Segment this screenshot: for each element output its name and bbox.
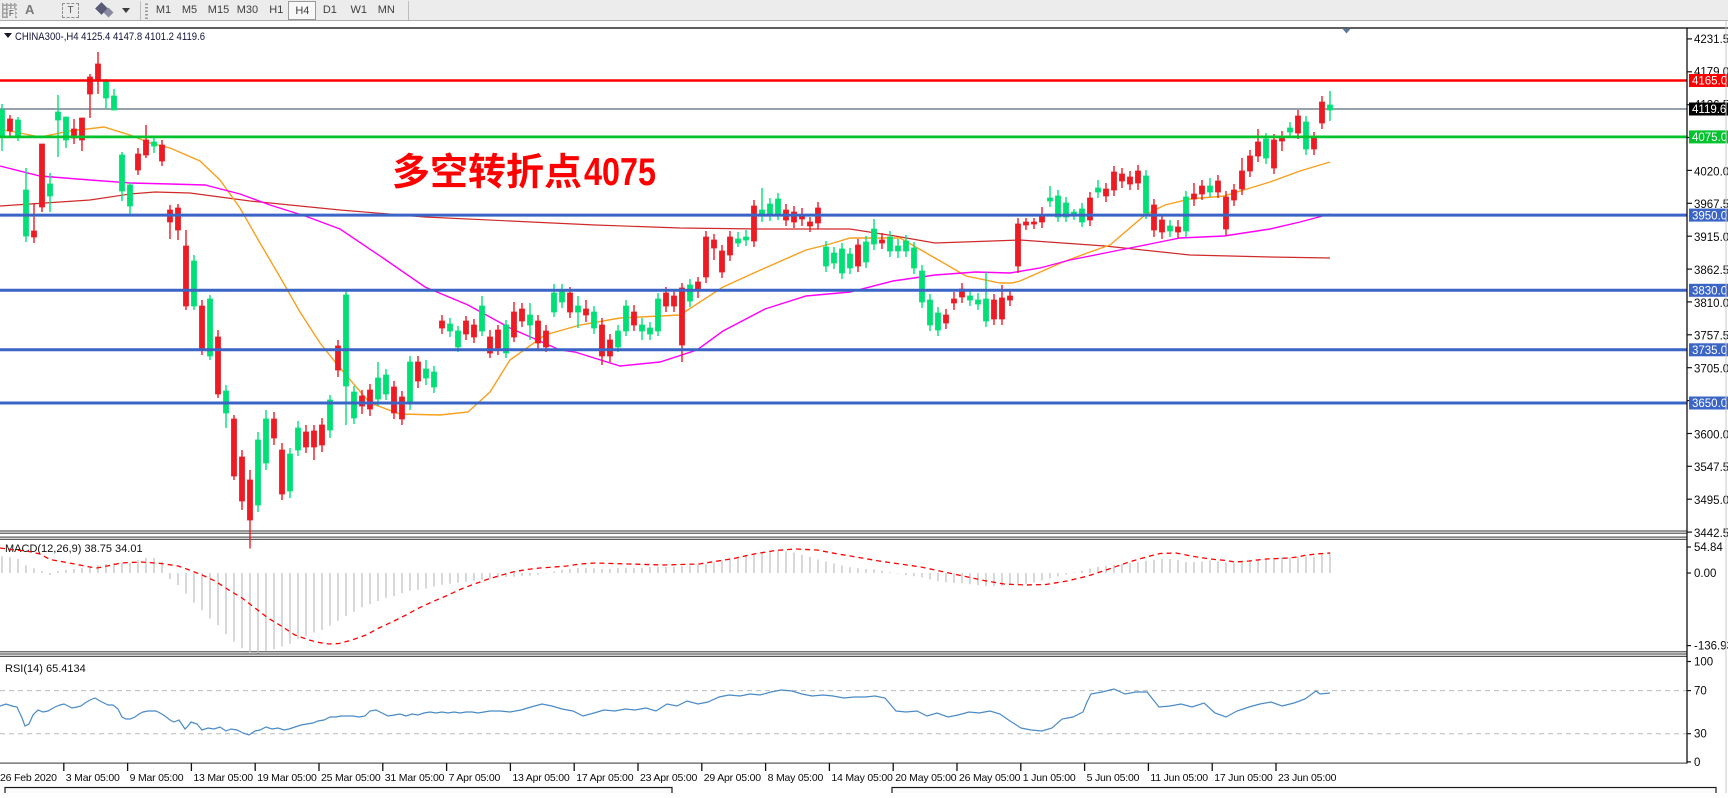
svg-text:26 May 05:00: 26 May 05:00 bbox=[959, 772, 1021, 784]
svg-text:3547.5: 3547.5 bbox=[1694, 462, 1728, 474]
svg-text:29 Apr 05:00: 29 Apr 05:00 bbox=[704, 772, 762, 784]
svg-text:30: 30 bbox=[1694, 729, 1707, 741]
svg-text:4231.5: 4231.5 bbox=[1694, 34, 1728, 46]
svg-text:8 May 05:00: 8 May 05:00 bbox=[768, 772, 824, 784]
svg-text:0.00: 0.00 bbox=[1694, 568, 1716, 580]
svg-text:3915.0: 3915.0 bbox=[1694, 232, 1728, 244]
svg-text:17 Jun 05:00: 17 Jun 05:00 bbox=[1214, 772, 1273, 784]
svg-text:3705.0: 3705.0 bbox=[1694, 364, 1728, 376]
svg-text:4075: 4075 bbox=[584, 151, 656, 194]
svg-text:4020.0: 4020.0 bbox=[1694, 166, 1728, 178]
svg-text:CHINA300-,H4 4125.4 4147.8 41: CHINA300-,H4 4125.4 4147.8 4101.2 4119.6 bbox=[15, 31, 205, 43]
svg-text:RSI(14) 65.4134: RSI(14) 65.4134 bbox=[5, 663, 86, 675]
svg-text:7 Apr 05:00: 7 Apr 05:00 bbox=[449, 772, 501, 784]
svg-text:3950.0: 3950.0 bbox=[1692, 210, 1727, 222]
svg-text:MACD(12,26,9) 38.75 34.01: MACD(12,26,9) 38.75 34.01 bbox=[5, 543, 143, 555]
svg-text:17 Apr 05:00: 17 Apr 05:00 bbox=[576, 772, 634, 784]
svg-text:9 Mar 05:00: 9 Mar 05:00 bbox=[130, 772, 184, 784]
svg-text:14 May 05:00: 14 May 05:00 bbox=[831, 772, 893, 784]
svg-text:23 Apr 05:00: 23 Apr 05:00 bbox=[640, 772, 698, 784]
svg-text:13 Mar 05:00: 13 Mar 05:00 bbox=[193, 772, 253, 784]
svg-text:11 Jun 05:00: 11 Jun 05:00 bbox=[1150, 772, 1208, 784]
svg-text:3 Mar 05:00: 3 Mar 05:00 bbox=[66, 772, 120, 784]
svg-text:19 Mar 05:00: 19 Mar 05:00 bbox=[257, 772, 317, 784]
svg-text:31 Mar 05:00: 31 Mar 05:00 bbox=[385, 772, 445, 784]
svg-text:4075.0: 4075.0 bbox=[1692, 132, 1727, 144]
svg-text:4119.6: 4119.6 bbox=[1692, 104, 1726, 116]
svg-text:-136.93: -136.93 bbox=[1694, 641, 1728, 653]
svg-text:3830.0: 3830.0 bbox=[1692, 286, 1727, 298]
svg-text:3735.0: 3735.0 bbox=[1692, 345, 1727, 357]
svg-text:3757.5: 3757.5 bbox=[1694, 331, 1728, 343]
svg-text:3862.5: 3862.5 bbox=[1694, 265, 1728, 277]
svg-text:1 Jun 05:00: 1 Jun 05:00 bbox=[1023, 772, 1076, 784]
svg-text:54.84: 54.84 bbox=[1694, 542, 1723, 554]
svg-text:20 May 05:00: 20 May 05:00 bbox=[895, 772, 957, 784]
svg-text:13 Apr 05:00: 13 Apr 05:00 bbox=[512, 772, 570, 784]
svg-text:26 Feb 2020: 26 Feb 2020 bbox=[0, 772, 57, 784]
svg-text:25 Mar 05:00: 25 Mar 05:00 bbox=[321, 772, 381, 784]
svg-text:100: 100 bbox=[1694, 657, 1713, 669]
svg-text:0: 0 bbox=[1694, 757, 1700, 769]
svg-text:5 Jun 05:00: 5 Jun 05:00 bbox=[1087, 772, 1140, 784]
svg-text:3810.0: 3810.0 bbox=[1694, 298, 1728, 310]
svg-text:3650.0: 3650.0 bbox=[1692, 398, 1727, 410]
svg-text:4165.0: 4165.0 bbox=[1692, 76, 1727, 88]
svg-text:23 Jun 05:00: 23 Jun 05:00 bbox=[1278, 772, 1337, 784]
svg-text:3495.0: 3495.0 bbox=[1694, 495, 1728, 507]
svg-text:3442.5: 3442.5 bbox=[1694, 528, 1728, 540]
svg-text:3967.5: 3967.5 bbox=[1694, 199, 1728, 211]
svg-text:3600.0: 3600.0 bbox=[1694, 429, 1728, 441]
svg-text:70: 70 bbox=[1694, 686, 1707, 698]
